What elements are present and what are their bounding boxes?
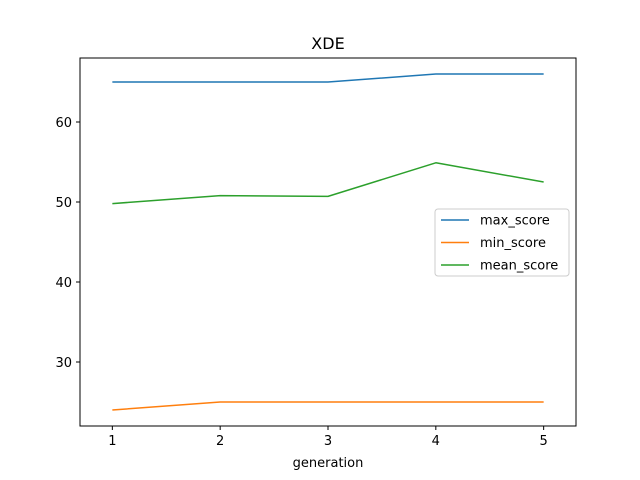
y-tick-label: 50 (55, 196, 72, 211)
legend-item: mean_score (441, 259, 558, 274)
x-tick-label: 3 (324, 434, 332, 449)
y-axis: 30 40 50 60 (55, 116, 80, 371)
series-line-max-score (112, 73, 544, 83)
series-layer (112, 73, 544, 411)
legend-label: max_score (480, 214, 550, 229)
x-tick-label: 1 (108, 434, 116, 449)
legend-box (434, 208, 570, 277)
legend: max_score min_score mean_score (434, 208, 570, 277)
x-axis-title: generation (293, 456, 364, 471)
y-tick-label: 40 (55, 276, 72, 291)
chart-title: XDE (311, 34, 344, 53)
y-tick-label: 30 (55, 356, 72, 371)
x-tick-label: 5 (540, 434, 548, 449)
legend-label: min_score (480, 236, 546, 251)
x-tick-label: 2 (216, 434, 224, 449)
legend-label: mean_score (480, 259, 558, 274)
x-axis: 1 2 3 4 5 (108, 426, 548, 449)
legend-item: min_score (441, 236, 546, 251)
series-line-min-score (112, 401, 544, 411)
series-line-mean-score (112, 162, 544, 205)
legend-item: max_score (441, 214, 550, 229)
y-tick-label: 60 (55, 116, 72, 131)
x-tick-label: 4 (432, 434, 440, 449)
